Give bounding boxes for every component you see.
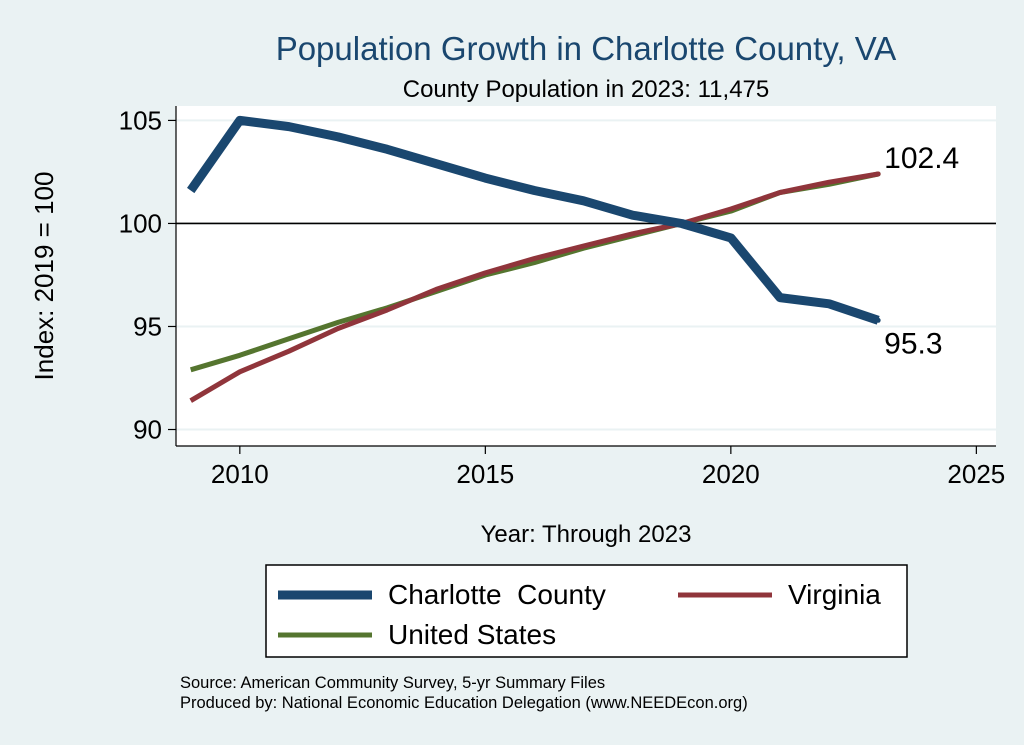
axes: 90 95 100 105 2010 2015 2020 2025 [119,105,1006,489]
data-series [187,115,881,403]
x-tick-label: 2010 [211,459,269,489]
y-tick-label: 95 [133,311,162,341]
series-line-virginia [189,171,879,403]
x-axis-label: Year: Through 2023 [481,521,692,548]
y-axis-label: Index: 2019 = 100 [29,172,59,381]
y-tick-label: 90 [133,415,162,445]
x-tick-label: 2020 [702,459,760,489]
x-tick-label: 2015 [456,459,514,489]
legend-label-united-states: United States [388,619,556,650]
chart-subtitle: County Population in 2023: 11,475 [403,76,770,103]
legend-label-virginia: Virginia [788,579,881,610]
producer-note: Produced by: National Economic Education… [180,694,748,712]
data-point-end-virginia [875,171,881,177]
legend-label-charlotte-county: Charlotte County [388,579,606,610]
annotations: 102.4 95.3 [884,142,959,360]
y-tick-label: 100 [119,208,162,238]
end-value-label: 95.3 [884,327,942,360]
data-point-end-charlotte-county [875,317,881,323]
legend-box [265,564,908,658]
grid-lines [176,119,996,431]
y-tick-label: 105 [119,105,162,135]
chart-title: Population Growth in Charlotte County, V… [276,30,897,67]
source-note: Source: American Community Survey, 5-yr … [180,674,605,692]
end-value-label: 102.4 [884,142,959,175]
plot-area [176,106,996,446]
x-tick-label: 2025 [947,459,1005,489]
legend: Charlotte County Virginia United States [265,564,908,658]
series-line-charlotte-county [187,115,880,325]
